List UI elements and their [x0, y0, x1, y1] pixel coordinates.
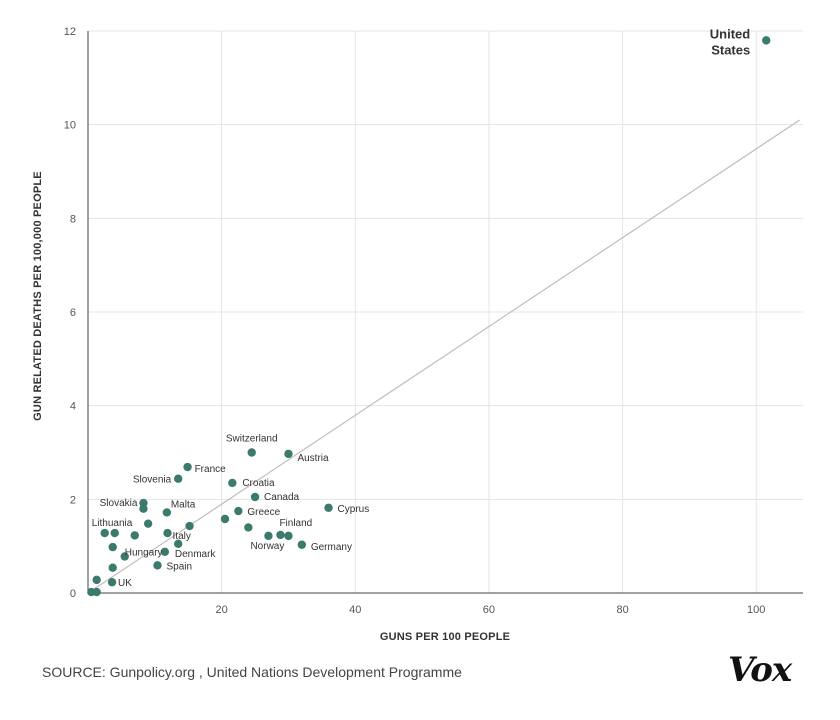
trend-line — [87, 119, 800, 594]
y-tick-label: 6 — [70, 307, 76, 319]
data-point — [110, 528, 119, 538]
point-hungary — [120, 552, 129, 561]
point-cyprus — [324, 503, 333, 512]
data-point — [108, 542, 117, 552]
y-tick-label: 4 — [70, 401, 76, 413]
point-label: Slovenia — [133, 475, 172, 486]
point-label: Croatia — [242, 478, 275, 489]
vox-logo: Vox — [728, 650, 792, 690]
point-denmark — [160, 547, 170, 556]
point-label: Cyprus — [338, 504, 370, 515]
x-axis-title: GUNS PER 100 PEOPLE — [380, 631, 510, 643]
point-label: Germany — [311, 542, 352, 553]
data-point — [284, 531, 293, 541]
point-norway — [264, 531, 273, 541]
point-croatia — [228, 478, 237, 488]
y-tick-label: 12 — [64, 26, 76, 38]
data-point — [244, 523, 253, 532]
point-label: Finland — [279, 518, 312, 529]
point-italy — [163, 528, 172, 538]
point-austria — [284, 449, 293, 459]
point-label: Hungary — [125, 547, 163, 558]
data-point — [220, 514, 230, 524]
point-malta — [162, 508, 172, 517]
point-label: Greece — [247, 507, 280, 518]
point-label: Italy — [173, 531, 191, 542]
data-point — [185, 521, 194, 531]
point-label: Slovakia — [100, 498, 138, 509]
data-point — [143, 519, 153, 528]
source-note: SOURCE: Gunpolicy.org , United Nations D… — [42, 664, 462, 680]
data-point — [130, 531, 139, 540]
point-label: Denmark — [175, 549, 217, 560]
point-label: Lithuania — [92, 518, 133, 529]
data-point — [92, 587, 101, 597]
point-greece — [234, 506, 243, 516]
y-tick-label: 8 — [70, 213, 76, 225]
point-united-states — [762, 36, 771, 45]
point-uk — [107, 578, 117, 587]
point-label: United — [710, 26, 751, 41]
data-point — [174, 539, 183, 549]
x-tick-label: 60 — [483, 604, 495, 616]
point-label: Canada — [264, 492, 299, 503]
data-point — [92, 575, 101, 585]
point-label: France — [195, 464, 227, 475]
data-point — [139, 504, 148, 513]
grid — [88, 30, 803, 593]
y-axis-title: GUN RELATED DEATHS PER 100,000 PEOPLE — [32, 171, 44, 421]
x-tick-label: 20 — [216, 604, 228, 616]
point-spain — [153, 561, 162, 570]
point-label: UK — [118, 578, 132, 589]
x-tick-label: 100 — [747, 604, 765, 616]
point-label: Switzerland — [226, 434, 278, 445]
trendline — [87, 119, 800, 594]
point-label: States — [711, 42, 750, 57]
point-finland — [276, 530, 285, 540]
point-label: Norway — [250, 541, 284, 552]
point-label: Malta — [171, 499, 196, 510]
point-france — [183, 462, 192, 472]
point-germany — [297, 540, 307, 549]
data-points — [87, 36, 771, 597]
point-canada — [250, 492, 260, 502]
point-lithuania — [100, 528, 109, 538]
point-slovenia — [174, 474, 183, 483]
y-tick-label: 2 — [70, 494, 76, 506]
x-tick-label: 80 — [616, 604, 628, 616]
axes: 0 2 4 6 8 10 12 20 40 60 80 100 — [64, 26, 803, 616]
y-tick-label: 0 — [70, 588, 76, 600]
point-label: Spain — [166, 561, 192, 572]
point-switzerland — [247, 448, 256, 457]
x-tick-label: 40 — [349, 604, 361, 616]
point-label: Austria — [297, 453, 329, 464]
y-tick-label: 10 — [64, 120, 76, 132]
data-point — [108, 563, 117, 572]
